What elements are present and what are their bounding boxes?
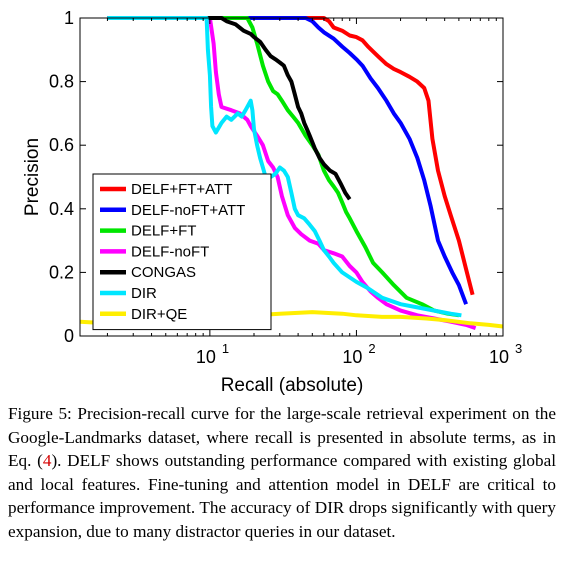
y-axis-label: Precision: [22, 138, 43, 216]
series-line-4: [107, 16, 352, 201]
caption-prefix: Figure 5: Precision-recall curve for the…: [8, 404, 556, 471]
y-tick-label: 0.8: [49, 72, 74, 92]
caption-equation-ref[interactable]: 4: [42, 451, 52, 471]
precision-recall-chart: 0 0.2 0.4 0.6 0.8 1 10 1 10 2 10 3 Recall (absolute…: [22, 8, 522, 396]
legend-label: DIR+QE: [131, 306, 187, 323]
x-tick-label: 10: [489, 347, 509, 367]
y-tick-label: 1: [64, 8, 74, 28]
plot-frame: [79, 17, 504, 337]
series-line-0: [107, 16, 475, 296]
legend-label: DELF-noFT+ATT: [131, 202, 245, 219]
axis-ticks: [80, 17, 504, 337]
y-tick-label: 0.2: [49, 262, 74, 282]
legend-label: DIR: [131, 285, 157, 302]
legend: DELF+FT+ATT DELF-noFT+ATT DELF+FT DELF-noFT…: [92, 173, 272, 331]
figure-caption: Figure 5: Precision-recall curve for the…: [8, 402, 556, 544]
chart-svg: 0 0.2 0.4 0.6 0.8 1 10 1 10 2 10 3 Recall (absolute…: [22, 8, 522, 396]
series-line-3: [107, 16, 477, 330]
series-line-2: [107, 16, 460, 318]
series-line-1: [107, 16, 468, 305]
series-line-5: [107, 16, 462, 318]
x-tick-label-exponent: 3: [515, 341, 522, 356]
legend-label: DELF+FT: [131, 223, 196, 240]
legend-label: DELF+FT+ATT: [131, 181, 232, 198]
y-tick-label: 0.4: [49, 199, 74, 219]
axis-tick-labels: 0 0.2 0.4 0.6 0.8 1 10 1 10 2 10 3: [49, 8, 522, 367]
x-tick-label-exponent: 2: [368, 341, 375, 356]
y-tick-label: 0.6: [49, 135, 74, 155]
caption-suffix: ). DELF shows outstanding performance co…: [8, 451, 556, 541]
legend-label: DELF-noFT: [131, 243, 209, 260]
x-tick-label: 10: [342, 347, 362, 367]
y-tick-label: 0: [64, 326, 74, 346]
x-tick-label-exponent: 1: [222, 341, 229, 356]
x-tick-label: 10: [196, 347, 216, 367]
x-axis-label: Recall (absolute): [221, 375, 364, 396]
legend-label: CONGAS: [131, 264, 196, 281]
